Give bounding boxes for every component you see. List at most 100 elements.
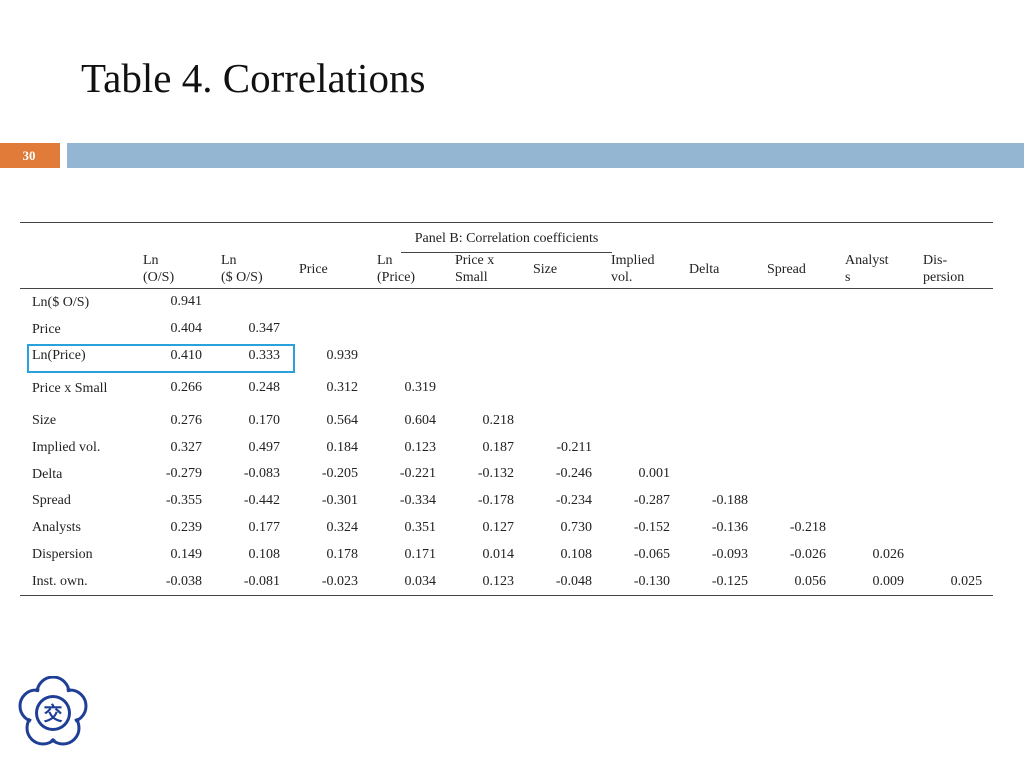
row-label-header: [20, 252, 135, 289]
correlation-value: 0.266: [170, 380, 203, 396]
correlation-value: -0.355: [165, 493, 202, 509]
column-header-line: Implied: [611, 253, 655, 269]
empty-cell: [759, 407, 837, 434]
correlation-value: -0.178: [477, 493, 514, 509]
correlation-value: 0.014: [482, 546, 515, 562]
empty-cell: [603, 407, 681, 434]
column-header: Size: [525, 252, 603, 289]
empty-cell: [369, 289, 447, 316]
university-seal-icon: 交: [18, 676, 88, 746]
correlation-value: 0.108: [560, 546, 593, 562]
title-divider-bar: [67, 143, 1024, 168]
correlation-value: -0.442: [243, 493, 280, 509]
seal-glyph: 交: [43, 702, 62, 725]
column-header-line: persion: [923, 270, 965, 285]
empty-cell: [603, 343, 681, 370]
correlation-value: 0.184: [326, 439, 359, 455]
column-header: Dis-persion: [915, 252, 994, 289]
correlation-value: 0.497: [248, 439, 281, 455]
correlation-table-container: Panel B: Correlation coefficients Ln (O/S…: [20, 222, 994, 596]
empty-cell: [681, 289, 759, 316]
panel-title: Panel B: Correlation coefficients: [400, 225, 613, 253]
correlation-value: -0.334: [399, 493, 436, 509]
correlation-value: 0.123: [404, 439, 437, 455]
empty-cell: [915, 541, 993, 568]
panel-title-row: Panel B: Correlation coefficients: [20, 222, 994, 253]
correlation-value: -0.048: [525, 568, 603, 596]
row-label: Ln($ O/S): [32, 294, 90, 310]
correlation-value: 0.347: [248, 321, 281, 337]
empty-cell: [837, 316, 915, 343]
correlation-value: -0.026: [789, 546, 826, 562]
correlation-value: -0.188: [711, 493, 748, 509]
column-header-line: Price x: [455, 253, 495, 269]
correlation-value: 0.177: [248, 519, 281, 535]
correlation-value: -0.301: [321, 493, 358, 509]
correlation-value: -0.125: [681, 568, 759, 596]
empty-cell: [759, 488, 837, 515]
slide-title: Table 4. Correlations: [81, 55, 426, 101]
correlation-value: 0.327: [170, 439, 203, 455]
column-header-line: (O/S): [143, 270, 175, 285]
empty-cell: [915, 407, 993, 434]
column-header-line: (Price): [377, 270, 416, 285]
column-header: Analyst s: [837, 252, 915, 289]
correlation-value: 0.218: [482, 412, 515, 428]
table-row: Analysts 0.239 0.177 0.324 0.351 0.127 0.730 -0…: [20, 515, 993, 542]
correlation-value: 0.170: [248, 412, 281, 428]
correlation-value: -0.065: [633, 546, 670, 562]
correlation-value: 0.123: [447, 568, 525, 596]
correlation-value: -0.083: [243, 466, 280, 482]
empty-cell: [837, 461, 915, 488]
empty-cell: [837, 434, 915, 461]
correlation-value: -0.023: [291, 568, 369, 596]
correlation-value: -0.287: [633, 493, 670, 509]
correlation-value: 0.127: [482, 519, 515, 535]
correlation-value: 0.276: [170, 412, 203, 428]
column-header: Ln ($ O/S): [213, 252, 291, 289]
empty-cell: [447, 289, 525, 316]
column-header-line: s: [845, 270, 851, 285]
correlation-value: 0.319: [404, 380, 437, 396]
correlation-value: 0.056: [759, 568, 837, 596]
correlation-value: -0.279: [165, 466, 202, 482]
row-label: Spread: [32, 493, 71, 509]
column-header-row: Ln (O/S) Ln ($ O/S) Price Ln (Price) Price x Sma…: [20, 252, 994, 289]
row-label: Price: [32, 321, 61, 337]
empty-cell: [759, 343, 837, 370]
row-label: Inst. own.: [20, 568, 135, 596]
column-header: Implied vol.: [603, 252, 681, 289]
table-row: Ln($ O/S) 0.941: [20, 289, 993, 316]
column-header-line: Small: [455, 270, 488, 285]
correlation-value: 0.564: [326, 412, 359, 428]
empty-cell: [681, 434, 759, 461]
correlation-value: 0.248: [248, 380, 281, 396]
correlation-value: 0.149: [170, 546, 203, 562]
correlation-value: 0.324: [326, 519, 359, 535]
table-row: Delta -0.279 -0.083 -0.205 -0.221 -0.132 -0.24…: [20, 461, 993, 488]
column-header-line: Size: [533, 261, 558, 277]
correlation-table: Panel B: Correlation coefficients Ln (O/S…: [20, 222, 994, 596]
correlation-value: 0.239: [170, 519, 203, 535]
correlation-value: -0.205: [321, 466, 358, 482]
table-row: Price x Small 0.266 0.248 0.312 0.319: [20, 369, 993, 407]
empty-cell: [915, 289, 993, 316]
column-header-line: Delta: [689, 261, 720, 277]
correlation-value: 0.025: [915, 568, 994, 596]
empty-cell: [837, 289, 915, 316]
empty-cell: [447, 369, 525, 407]
empty-cell: [915, 461, 993, 488]
empty-cell: [525, 289, 603, 316]
correlation-value: -0.234: [555, 493, 592, 509]
row-label: Price x Small: [32, 380, 108, 396]
empty-cell: [759, 461, 837, 488]
correlation-value: 0.333: [248, 347, 281, 363]
table-row: Inst. own. -0.038 -0.081 -0.023 0.034 0.123 -0…: [20, 568, 994, 596]
correlation-value: 0.351: [404, 519, 437, 535]
column-header: Delta: [681, 252, 759, 289]
table-row: Implied vol. 0.327 0.497 0.184 0.123 0.187 -0.…: [20, 434, 993, 461]
empty-cell: [525, 343, 603, 370]
correlation-value: -0.093: [711, 546, 748, 562]
empty-cell: [915, 316, 993, 343]
